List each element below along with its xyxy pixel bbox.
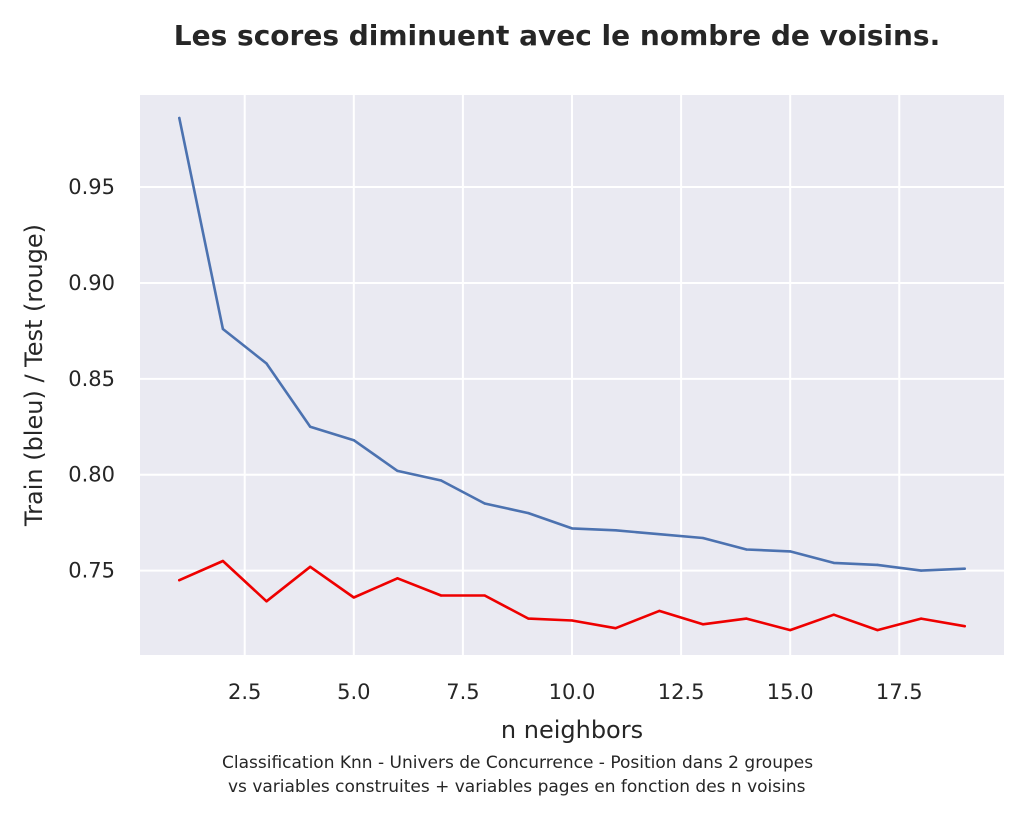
- test-data-point: [745, 617, 748, 620]
- x-tick-label: 17.5: [876, 680, 923, 704]
- train-data-point: [919, 569, 923, 572]
- train-data-point: [701, 536, 705, 540]
- test-data-point: [527, 617, 530, 620]
- chart-title: Les scores diminuent avec le nombre de v…: [174, 19, 940, 52]
- train-data-point: [178, 116, 181, 120]
- train-data-point: [570, 527, 574, 530]
- test-data-point: [876, 628, 879, 632]
- train-data-point: [876, 563, 879, 567]
- y-tick-label: 0.75: [68, 559, 115, 583]
- x-tick-label: 15.0: [767, 680, 814, 704]
- test-data-point: [483, 594, 486, 597]
- x-tick-label: 7.5: [446, 680, 479, 704]
- train-data-point: [221, 327, 225, 331]
- y-axis-ticks: 0.75 0.80 0.85 0.90 0.95: [68, 175, 115, 583]
- train-data-point: [788, 550, 792, 553]
- train-data-point: [963, 567, 966, 570]
- series-layer: [178, 116, 967, 632]
- test-data-point: [178, 579, 181, 582]
- train-data-point: [745, 548, 748, 551]
- x-tick-label: 12.5: [658, 680, 705, 704]
- train-data-point: [439, 479, 443, 482]
- test-data-point: [308, 565, 312, 568]
- y-tick-label: 0.90: [68, 271, 115, 295]
- train-data-point: [308, 425, 312, 428]
- x-axis-label: n neighbors: [501, 716, 643, 744]
- train-data-point: [527, 511, 530, 515]
- x-tick-label: 2.5: [228, 680, 261, 704]
- test-data-point: [221, 559, 225, 563]
- caption-line-1: Classification Knn - Univers de Concurre…: [222, 753, 813, 773]
- test-data-point: [701, 623, 705, 626]
- x-tick-label: 10.0: [549, 680, 596, 704]
- train-data-point: [265, 362, 268, 365]
- caption-line-2: vs variables construites + variables pag…: [228, 777, 806, 797]
- test-data-point: [396, 577, 399, 580]
- y-tick-label: 0.85: [68, 367, 115, 391]
- train-data-point: [483, 502, 486, 505]
- test-data-point: [614, 626, 617, 630]
- train-data-point: [396, 469, 399, 473]
- test-data-point: [963, 625, 966, 628]
- test-data-point: [265, 600, 268, 603]
- test-data-point: [352, 596, 356, 599]
- y-tick-label: 0.80: [68, 463, 115, 487]
- x-tick-label: 5.0: [337, 680, 370, 704]
- y-tick-label: 0.95: [68, 175, 115, 199]
- train-data-point: [614, 529, 617, 532]
- test-data-point: [439, 594, 443, 597]
- test-data-point: [788, 628, 792, 632]
- test-data-point: [658, 609, 661, 613]
- test-data-point: [832, 613, 836, 616]
- grid: [140, 95, 1004, 655]
- y-axis-label: Train (bleu) / Test (rouge): [20, 224, 48, 527]
- train-data-point: [352, 439, 356, 442]
- x-axis-ticks: 2.5 5.0 7.5 10.0 12.5 15.0 17.5: [228, 680, 923, 704]
- train-data-point: [658, 532, 661, 536]
- test-data-point: [919, 617, 923, 620]
- test-data-point: [570, 619, 574, 622]
- train-data-point: [832, 561, 836, 565]
